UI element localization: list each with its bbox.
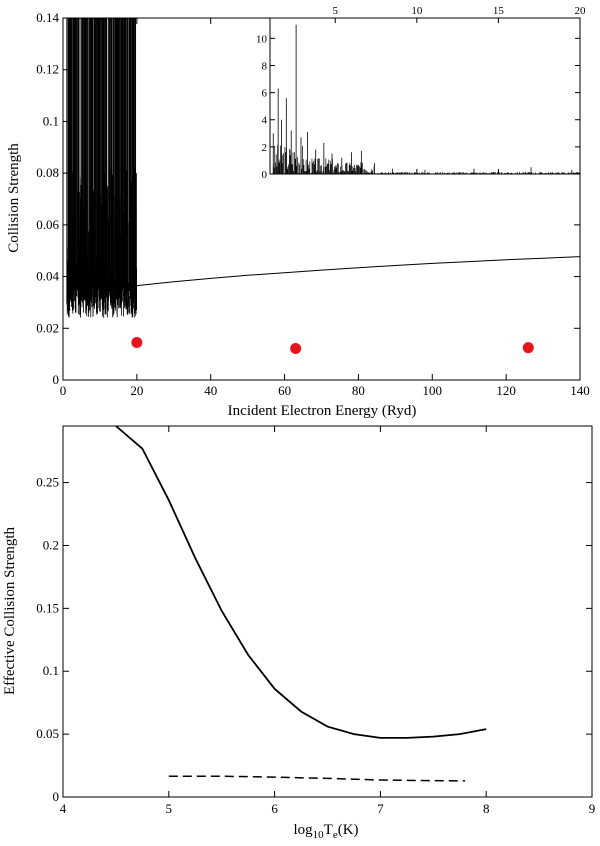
top-x-tick-label: 100 — [423, 383, 443, 398]
bottom-x-tick-label: 8 — [483, 801, 490, 816]
top-x-tick-label: 60 — [278, 383, 291, 398]
bottom-x-tick-label: 4 — [60, 801, 67, 816]
inset-y-tick-label: 8 — [262, 60, 268, 72]
top-y-tick-label: 0.1 — [43, 113, 59, 128]
inset-spectrum — [272, 24, 580, 174]
top-y-tick-label: 0.12 — [36, 62, 59, 77]
x-label-log: log — [293, 822, 313, 838]
bottom-y-tick-label: 0.15 — [36, 600, 59, 615]
bottom-y-tick-label: 0 — [53, 789, 60, 804]
top-x-tick-label: 80 — [352, 383, 365, 398]
top-y-tick-label: 0.02 — [36, 320, 59, 335]
bottom-x-tick-label: 9 — [589, 801, 596, 816]
bottom-x-tick-label: 5 — [166, 801, 173, 816]
inset-x-tick-label: 10 — [411, 5, 423, 17]
top-x-tick-label: 120 — [496, 383, 516, 398]
top-y-tick-label: 0.14 — [36, 10, 59, 25]
effective-collision-strength-dashed — [168, 775, 466, 782]
inset-y-tick-label: 0 — [262, 169, 268, 181]
effective-collision-strength-solid — [115, 425, 487, 739]
inset-panel: 5 10 15 20 0 2 4 6 8 10 — [256, 5, 586, 181]
top-x-tick-label: 20 — [130, 383, 143, 398]
top-y-tick-label: 0.04 — [36, 269, 59, 284]
bottom-x-tick-label: 7 — [377, 801, 384, 816]
top-y-tick-label: 0.06 — [36, 217, 59, 232]
x-label-sub10: 10 — [313, 829, 325, 841]
inset-x-tick-label: 20 — [575, 5, 587, 17]
bottom-y-tick-label: 0.25 — [36, 475, 59, 490]
top-panel: 0 20 40 60 80 100 120 14000.020.040.060.080.10.… — [36, 10, 590, 398]
x-label-sub-e: e — [333, 829, 338, 841]
inset-y-tick-label: 10 — [256, 33, 268, 45]
bottom-y-tick-label: 0.2 — [43, 537, 59, 552]
bottom-x-axis-label: log10Te(K) — [293, 822, 358, 841]
inset-x-tick-label: 5 — [333, 5, 339, 17]
top-y-axis-label: Collision Strength — [6, 143, 22, 253]
red-marker — [290, 342, 302, 354]
inset-y-tick-label: 4 — [262, 115, 268, 127]
top-y-tick-label: 0 — [53, 372, 60, 387]
bottom-x-tick-label: 6 — [271, 801, 278, 816]
bottom-plot-frame — [62, 425, 593, 798]
x-label-unit: (K) — [338, 822, 359, 838]
top-x-tick-label: 140 — [570, 383, 590, 398]
bottom-panel: 4 5 6 7 8 9 0 0.05 0.1 0.15 0.2 0.25 — [36, 425, 596, 816]
top-x-tick-label: 40 — [204, 383, 217, 398]
inset-frame — [269, 17, 581, 175]
collision-strength-curve — [136, 256, 581, 287]
top-y-tick-label: 0.08 — [36, 165, 59, 180]
bottom-y-tick-label: 0.1 — [43, 663, 59, 678]
top-x-axis-label: Incident Electron Energy (Ryd) — [228, 403, 417, 419]
resonance-spikes — [66, 18, 138, 318]
red-marker — [131, 337, 143, 349]
inset-y-tick-label: 2 — [262, 142, 268, 154]
top-x-tick-label: 0 — [60, 383, 67, 398]
x-label-T: T — [324, 822, 333, 838]
inset-y-tick-label: 6 — [262, 88, 268, 100]
bottom-y-tick-label: 0.05 — [36, 726, 59, 741]
inset-x-tick-label: 15 — [493, 5, 505, 17]
bottom-y-axis-label: Effective Collision Strength — [2, 526, 18, 695]
red-marker — [522, 342, 534, 354]
